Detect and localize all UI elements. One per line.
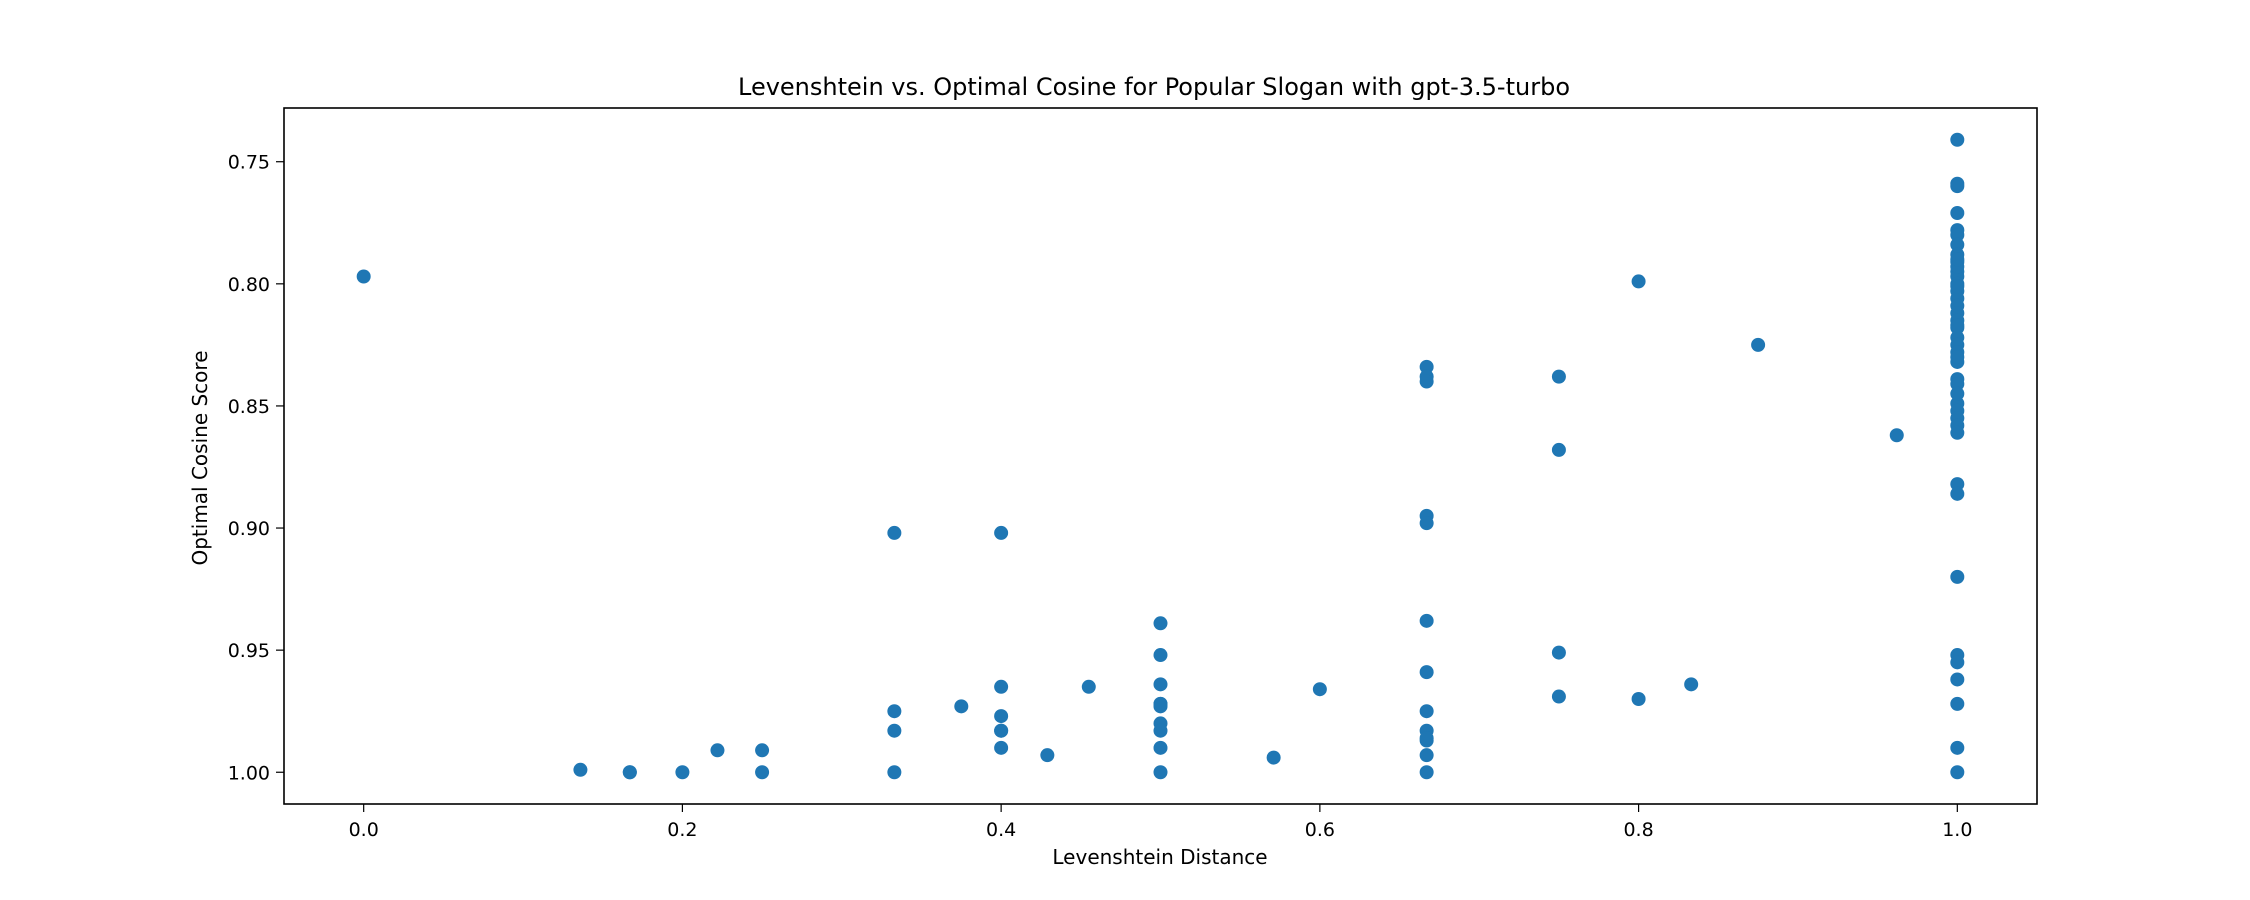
scatter-point xyxy=(1552,370,1566,384)
scatter-point xyxy=(1420,748,1434,762)
scatter-point xyxy=(1751,338,1765,352)
y-tick-label: 0.85 xyxy=(228,396,270,418)
scatter-point xyxy=(994,680,1008,694)
scatter-point xyxy=(1082,680,1096,694)
scatter-point xyxy=(1552,690,1566,704)
x-tick-label: 0.6 xyxy=(1305,819,1335,841)
scatter-point xyxy=(1950,697,1964,711)
scatter-point xyxy=(1420,704,1434,718)
scatter-point xyxy=(1154,765,1168,779)
scatter-point xyxy=(623,765,637,779)
x-tick-label: 1.0 xyxy=(1942,819,1972,841)
ticks-layer: 0.0 0.2 0.4 0.6 0.8 1.0 0.75 0.80 0.85 0.90 0.95 1.… xyxy=(228,152,1973,841)
x-tick-label: 0.2 xyxy=(667,819,697,841)
scatter-point xyxy=(1950,426,1964,440)
y-tick-label: 0.90 xyxy=(228,518,270,540)
scatter-point xyxy=(1420,765,1434,779)
scatter-point xyxy=(1420,516,1434,530)
chart-title: Levenshtein vs. Optimal Cosine for Popul… xyxy=(738,73,1570,101)
x-tick-label: 0.0 xyxy=(349,819,379,841)
scatter-point xyxy=(1154,677,1168,691)
scatter-point xyxy=(1154,616,1168,630)
scatter-point xyxy=(994,724,1008,738)
scatter-point xyxy=(1950,206,1964,220)
scatter-point xyxy=(675,765,689,779)
scatter-point xyxy=(1950,279,1964,293)
scatter-point xyxy=(1420,614,1434,628)
scatter-point xyxy=(994,526,1008,540)
scatter-point xyxy=(1950,350,1964,364)
scatter-point xyxy=(1950,672,1964,686)
scatter-point xyxy=(1420,731,1434,745)
scatter-point xyxy=(1950,252,1964,266)
scatter-point xyxy=(994,709,1008,723)
scatter-point xyxy=(887,724,901,738)
scatter-point xyxy=(755,743,769,757)
scatter-point xyxy=(1684,677,1698,691)
scatter-point xyxy=(1632,274,1646,288)
scatter-point xyxy=(1950,655,1964,669)
scatter-point xyxy=(1950,318,1964,332)
scatter-point xyxy=(1632,692,1646,706)
scatter-point xyxy=(1552,443,1566,457)
scatter-point xyxy=(1950,387,1964,401)
scatter-point xyxy=(1154,697,1168,711)
scatter-point xyxy=(1154,724,1168,738)
scatter-point xyxy=(1040,748,1054,762)
y-tick-label: 0.75 xyxy=(228,152,270,174)
scatter-point xyxy=(1950,133,1964,147)
scatter-point xyxy=(1552,646,1566,660)
scatter-point xyxy=(1890,428,1904,442)
scatter-point xyxy=(1267,751,1281,765)
y-axis-label: Optimal Cosine Score xyxy=(188,350,212,565)
y-tick-label: 1.00 xyxy=(228,762,270,784)
scatter-point xyxy=(1950,179,1964,193)
scatter-point xyxy=(573,763,587,777)
scatter-point xyxy=(887,765,901,779)
scatter-point xyxy=(1313,682,1327,696)
scatter-point xyxy=(357,270,371,284)
scatter-point xyxy=(1154,648,1168,662)
x-tick-label: 0.4 xyxy=(986,819,1016,841)
points-layer xyxy=(357,133,1965,780)
scatter-point xyxy=(887,526,901,540)
x-axis-label: Levenshtein Distance xyxy=(1052,845,1267,869)
scatter-point xyxy=(887,704,901,718)
scatter-point xyxy=(755,765,769,779)
scatter-point xyxy=(994,741,1008,755)
scatter-point xyxy=(710,743,724,757)
scatter-point xyxy=(1420,375,1434,389)
scatter-point xyxy=(1950,487,1964,501)
scatter-point xyxy=(1154,741,1168,755)
scatter-point xyxy=(1950,765,1964,779)
y-tick-label: 0.95 xyxy=(228,640,270,662)
scatter-point xyxy=(1420,665,1434,679)
scatter-point xyxy=(1950,741,1964,755)
scatter-point xyxy=(1950,570,1964,584)
x-tick-label: 0.8 xyxy=(1623,819,1653,841)
y-tick-label: 0.80 xyxy=(228,274,270,296)
scatter-point xyxy=(954,699,968,713)
